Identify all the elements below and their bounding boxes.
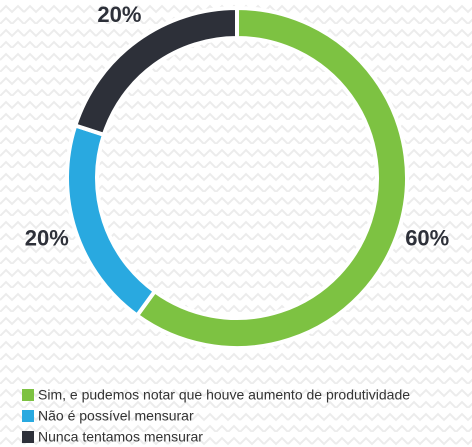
data-label: 20% (97, 2, 141, 27)
slice (72, 5, 239, 138)
legend-swatch (22, 410, 34, 422)
data-label: 60% (405, 226, 449, 251)
legend-swatch (22, 431, 34, 443)
legend-label: Nunca tentamos mensurar (38, 429, 203, 445)
legend-label: Não é possível mensurar (38, 408, 194, 424)
legend-swatch (22, 389, 34, 401)
legend-label: Sim, e pudemos notar que houve aumento d… (38, 387, 410, 403)
data-label: 20% (25, 226, 69, 251)
slice (134, 5, 409, 350)
